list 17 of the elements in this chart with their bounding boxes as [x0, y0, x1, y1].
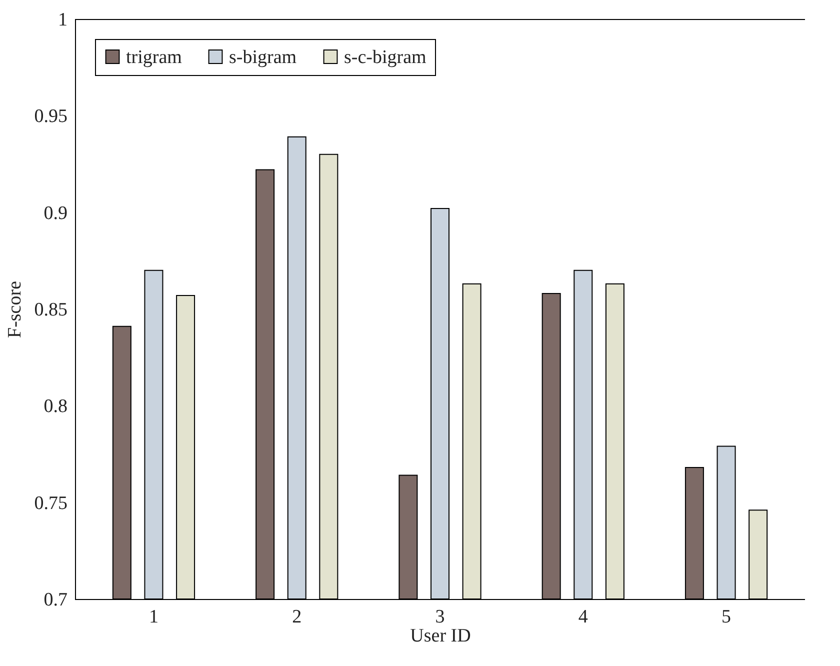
- y-tick-label: 0.75: [34, 492, 68, 514]
- y-tick-label: 0.85: [34, 300, 68, 320]
- x-tick-label: 4: [578, 606, 588, 628]
- x-tick-label: 2: [292, 606, 302, 628]
- x-tick-label: 1: [148, 606, 158, 628]
- y-tick-label: 0.7: [44, 590, 68, 610]
- y-tick-label: 0.8: [44, 396, 68, 418]
- legend-label: s-c-bigram: [344, 46, 427, 68]
- y-axis-title: F-score: [4, 281, 26, 338]
- legend-label: trigram: [126, 46, 182, 68]
- y-tick-label: 1: [58, 10, 68, 30]
- y-tick-label: 0.95: [34, 106, 68, 128]
- legend-label: s-bigram: [229, 46, 297, 68]
- x-tick-label: 3: [435, 606, 445, 628]
- x-tick-label: 5: [722, 606, 732, 628]
- x-axis-title: User ID: [410, 626, 471, 646]
- y-tick-label: 0.9: [44, 202, 68, 224]
